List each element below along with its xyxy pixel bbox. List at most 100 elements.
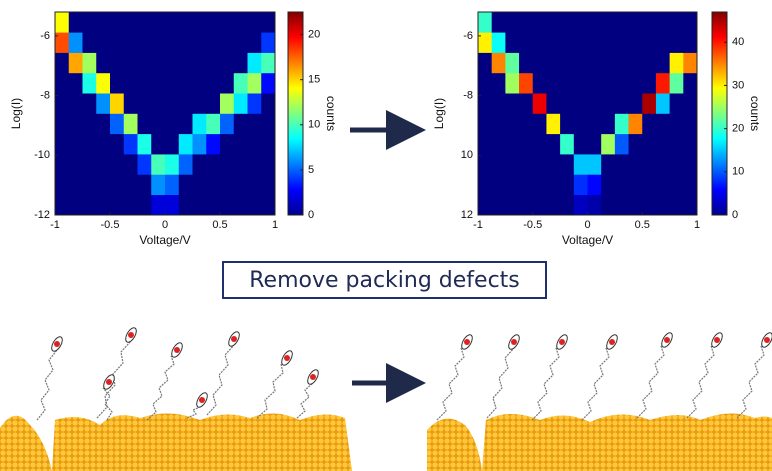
heatmap-cell — [519, 53, 533, 74]
heatmap-cell — [234, 134, 248, 155]
iron-atom — [464, 339, 470, 345]
colorbar-tick-label: 10 — [308, 119, 320, 131]
heatmap-cell — [533, 73, 547, 94]
alkyl-chain — [257, 364, 283, 418]
colorbar-tick-label: 15 — [308, 74, 320, 86]
heatmap-cell — [656, 174, 670, 195]
heatmap-cell — [138, 174, 152, 195]
heatmap-cell — [261, 114, 275, 135]
iron-atom — [714, 337, 720, 343]
heatmap-cell — [492, 12, 506, 33]
heatmap-cell — [165, 195, 179, 216]
heatmap-cell — [656, 12, 670, 33]
heatmap-cell — [124, 114, 138, 135]
heatmap-cell — [220, 73, 234, 94]
heatmap-cell — [629, 32, 643, 53]
heatmap-cell — [110, 134, 124, 155]
heatmap-cell — [546, 12, 560, 33]
heatmap-cell — [124, 73, 138, 94]
heatmap-cell — [560, 195, 574, 216]
heatmap-cell — [151, 12, 165, 33]
heatmap-cell — [124, 32, 138, 53]
heatmap-cell — [69, 134, 83, 155]
iron-atom — [664, 337, 670, 343]
alkyl-chain — [103, 388, 112, 420]
heatmap-cell — [138, 93, 152, 114]
heatmap-cell — [588, 93, 602, 114]
heatmap-cell — [220, 32, 234, 53]
heatmap-cell — [110, 195, 124, 216]
heatmap-cell — [519, 12, 533, 33]
heatmap-cell — [478, 93, 492, 114]
heatmap-cell — [179, 73, 193, 94]
heatmap-cell — [179, 114, 193, 135]
heatmap-cell — [83, 12, 97, 33]
heatmap-cell — [110, 12, 124, 33]
heatmap-cell — [55, 134, 69, 155]
heatmap-cell — [683, 73, 697, 94]
heatmap-cell — [55, 12, 69, 33]
heatmap-cell — [505, 93, 519, 114]
heatmap-cell — [656, 134, 670, 155]
heatmap-cell — [642, 114, 656, 135]
heatmap-cell — [546, 53, 560, 74]
colorbar-tick-label: 20 — [732, 123, 744, 135]
heatmap-cell — [55, 114, 69, 135]
heatmap-cell — [601, 32, 615, 53]
heatmap-cell — [478, 73, 492, 94]
heatmap-cell — [588, 154, 602, 175]
heatmap-cell — [683, 12, 697, 33]
heatmap-cell — [505, 73, 519, 94]
heatmap-cell — [165, 12, 179, 33]
heatmap-cell — [546, 174, 560, 195]
heatmap-cell — [560, 174, 574, 195]
heatmap-cell — [138, 114, 152, 135]
heatmap-cell — [601, 134, 615, 155]
y-axis-label: Log(I) — [9, 98, 23, 129]
heatmap-cell — [560, 93, 574, 114]
heatmap-cell — [505, 53, 519, 74]
alkyl-chain — [187, 406, 202, 418]
heatmap-cell — [83, 32, 97, 53]
heatmap-cell — [492, 93, 506, 114]
heatmap-cell — [560, 12, 574, 33]
heatmap-cell — [55, 53, 69, 74]
heatmap-cell — [505, 154, 519, 175]
heatmap-cell — [670, 174, 684, 195]
heatmap-cell — [69, 12, 83, 33]
heatmap-cell — [505, 12, 519, 33]
heatmap-cell — [642, 134, 656, 155]
heatmap-cell — [165, 114, 179, 135]
heatmap-cell — [179, 174, 193, 195]
heatmap-cell — [505, 134, 519, 155]
heatmap-cell — [234, 154, 248, 175]
y-tick-label: -12 — [34, 209, 50, 221]
heatmap-cell — [83, 73, 97, 94]
heatmap-cell — [179, 32, 193, 53]
heatmap-cell — [206, 93, 220, 114]
heatmap-cell — [546, 93, 560, 114]
heatmap-cell — [206, 195, 220, 216]
heatmap-cell — [574, 154, 588, 175]
heatmap-cell — [560, 53, 574, 74]
heatmap-cell — [206, 73, 220, 94]
x-tick-label: -0.5 — [101, 219, 120, 231]
y-tick-label: -8 — [463, 89, 473, 101]
heatmap-cell — [69, 32, 83, 53]
heatmap-cell — [601, 53, 615, 74]
x-tick-label: 1 — [272, 219, 278, 231]
heatmap-cell — [193, 195, 207, 216]
heatmap-cell — [683, 195, 697, 216]
heatmap-cell — [615, 73, 629, 94]
heatmap-cell — [261, 12, 275, 33]
heatmap-cell — [546, 32, 560, 53]
heatmap-cell — [683, 154, 697, 175]
heatmap-cell — [683, 93, 697, 114]
heatmap-cell — [69, 53, 83, 74]
heatmap-cell — [261, 32, 275, 53]
heatmap-cell — [83, 134, 97, 155]
colorbar-tick-label: 40 — [732, 36, 744, 48]
heatmap-cell — [656, 195, 670, 216]
heatmap-cell — [492, 134, 506, 155]
heatmap-cell — [492, 174, 506, 195]
